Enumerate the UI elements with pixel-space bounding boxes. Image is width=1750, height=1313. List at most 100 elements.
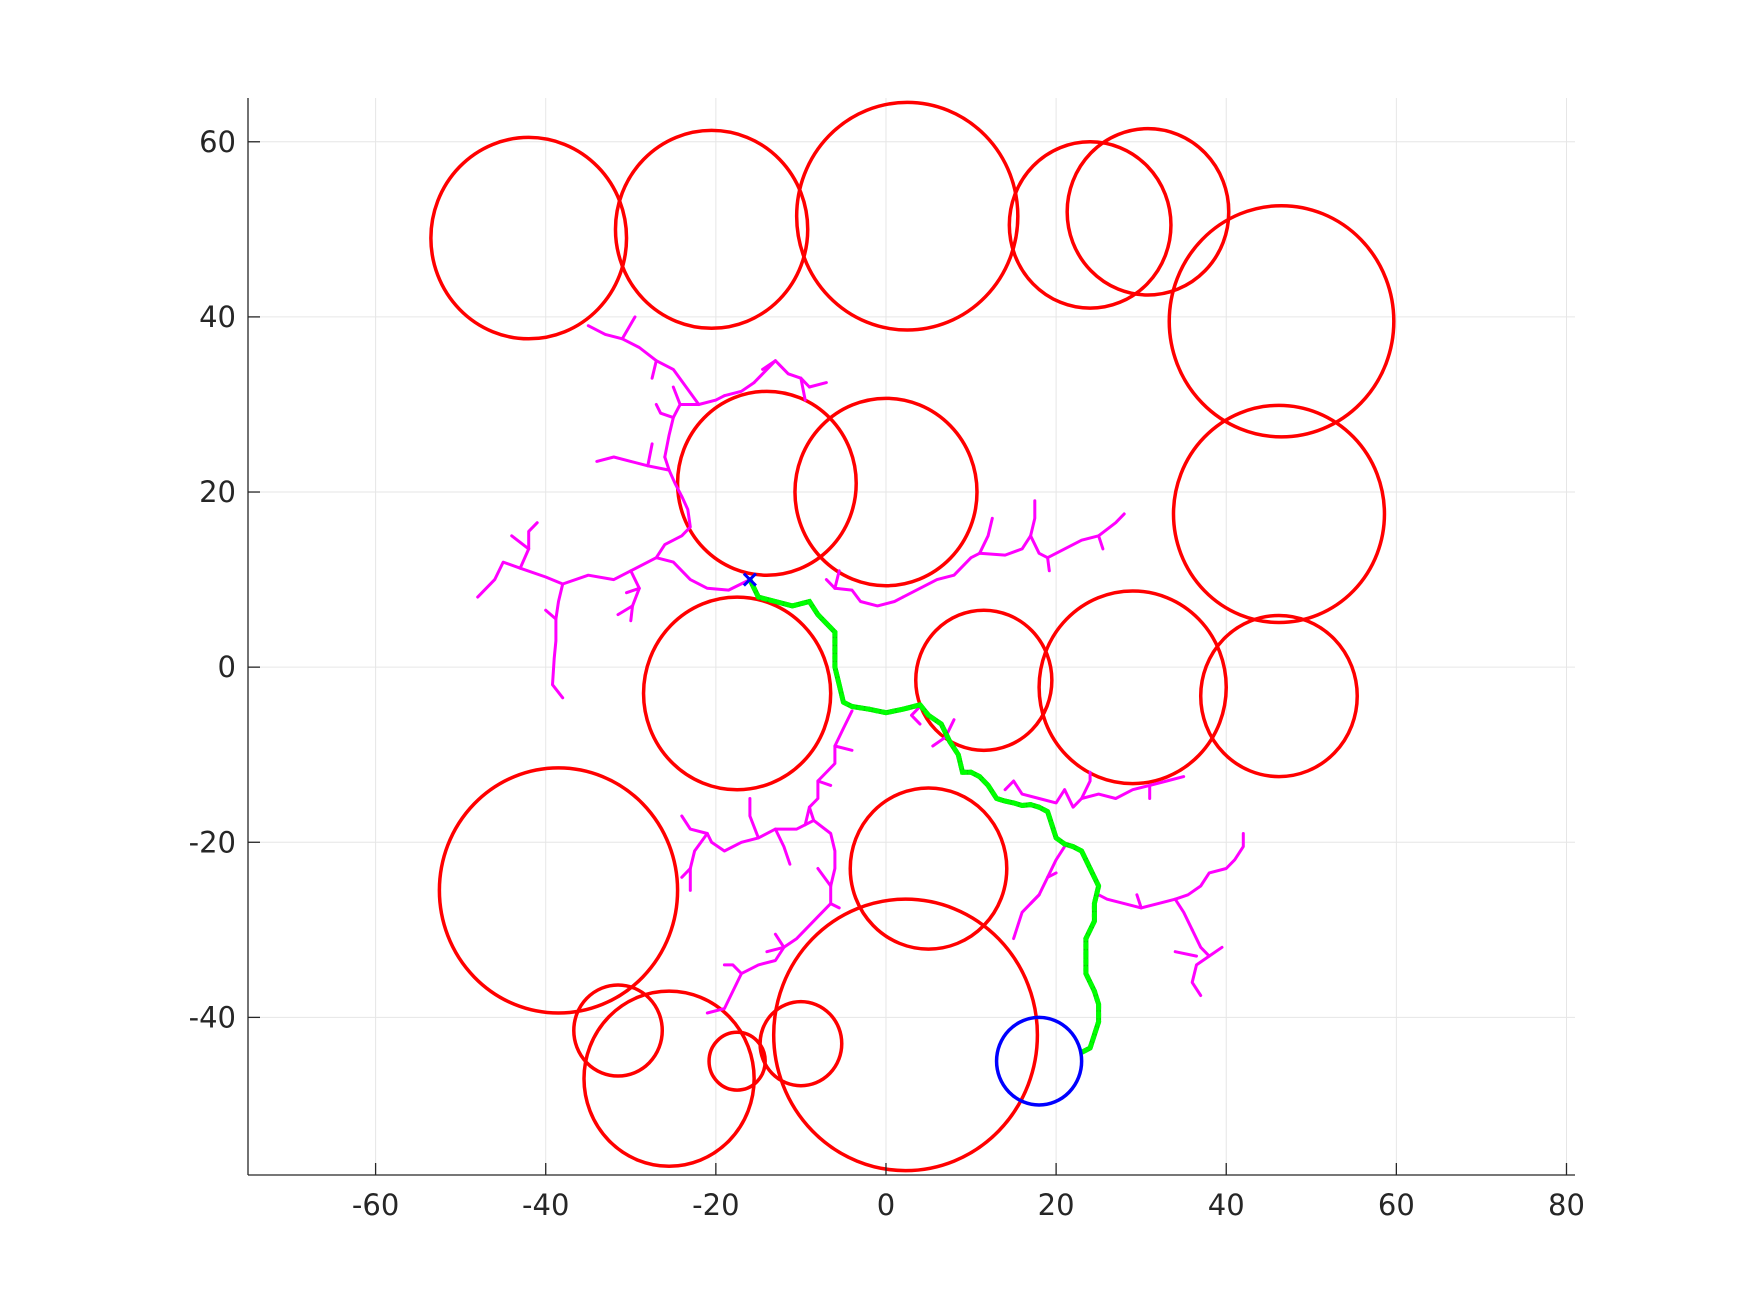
tree-branch — [586, 324, 701, 406]
path-node — [977, 774, 983, 780]
path-node — [994, 795, 1000, 801]
path-node — [1062, 841, 1068, 847]
tick-labels: -60 -40 -20 0 20 40 60 80 -40 -20 0 20 40 60 — [189, 125, 1585, 1222]
y-tick-label: 20 — [199, 475, 236, 509]
tree-branch — [978, 516, 994, 555]
path-node — [926, 712, 932, 718]
tree-branch — [654, 403, 675, 420]
tree-branch — [1063, 775, 1186, 809]
obstacle-circle — [1007, 140, 1173, 310]
tree-branch — [1190, 928, 1211, 997]
y-tick-label: 0 — [218, 650, 236, 684]
tree-branch — [1207, 945, 1224, 958]
tree-branch — [680, 814, 816, 853]
obstacle-circle — [437, 766, 680, 1015]
path-node — [1087, 866, 1093, 872]
tree-branch — [722, 963, 743, 976]
path-node — [1083, 936, 1089, 942]
markers — [742, 572, 1084, 1107]
path-node — [806, 598, 812, 604]
y-tick-label: 60 — [199, 125, 236, 159]
path-node — [960, 769, 966, 775]
path-node — [1045, 809, 1051, 815]
path-node — [1091, 918, 1097, 924]
tree-branch — [646, 442, 654, 468]
tree-branch — [544, 608, 558, 621]
path-node — [832, 647, 838, 653]
tree-branch — [1097, 893, 1177, 910]
axes — [247, 98, 1575, 1176]
obstacle-circle — [914, 608, 1054, 753]
x-tick-label: -20 — [692, 1188, 739, 1222]
path-node — [836, 682, 842, 688]
tree-branch — [1173, 897, 1194, 932]
obstacle-circle — [758, 999, 844, 1088]
tree-branch — [799, 376, 807, 402]
tree-branch — [765, 902, 833, 954]
tree-branch — [773, 932, 786, 949]
obstacle-circle — [1037, 589, 1228, 786]
obstacle-circle — [572, 983, 665, 1078]
tree-branch — [1135, 893, 1143, 910]
path-node — [955, 752, 961, 758]
path-node — [1002, 798, 1008, 804]
x-tick-label: 40 — [1208, 1188, 1245, 1222]
path-node — [917, 702, 923, 708]
path-node — [1091, 988, 1097, 994]
tree-branch — [1080, 770, 1092, 800]
y-tick-label: -40 — [189, 1000, 236, 1034]
path-node — [883, 710, 889, 716]
tree-branch — [773, 827, 792, 866]
tree-branch — [807, 805, 841, 910]
rrt-tree — [476, 315, 1245, 1015]
obstacles — [429, 100, 1396, 1173]
tree-branch — [705, 945, 786, 1015]
path-node — [815, 612, 821, 618]
x-tick-label: 0 — [877, 1188, 895, 1222]
y-tick-label: -20 — [189, 825, 236, 859]
path-node — [772, 598, 778, 604]
obstacle-circle — [429, 135, 629, 341]
path-node — [849, 704, 855, 710]
tree-branch — [680, 832, 709, 879]
path-node — [1011, 800, 1017, 806]
path-node — [823, 620, 829, 626]
path-node — [866, 706, 872, 712]
path-node — [755, 594, 761, 600]
path-node — [1096, 883, 1102, 889]
path-node — [947, 739, 953, 745]
obstacle-circle — [794, 100, 1020, 332]
tree-branch — [833, 744, 854, 752]
tree-branch — [833, 569, 841, 590]
obstacle-circle — [582, 989, 756, 1168]
tree-branch — [510, 534, 531, 551]
tree-branch — [616, 604, 634, 617]
path-node — [1049, 822, 1055, 828]
tree-branch — [1173, 832, 1245, 901]
tree-branch — [620, 315, 637, 341]
x-tick-label: -40 — [522, 1188, 569, 1222]
tree-branch — [629, 569, 641, 623]
obstacle-circle — [1198, 613, 1359, 779]
obstacle-circle — [793, 396, 979, 588]
x-tick-label: 20 — [1038, 1188, 1075, 1222]
tree-branch — [518, 521, 539, 570]
tree-branch — [761, 359, 777, 371]
path-node — [1019, 802, 1025, 808]
path-node — [1070, 844, 1076, 850]
path-node — [1083, 953, 1089, 959]
path-node — [789, 603, 795, 609]
path-node — [1083, 971, 1089, 977]
path-node — [840, 699, 846, 705]
tree-branch — [807, 381, 828, 389]
tree-branch — [1046, 556, 1051, 573]
tree-branch — [595, 455, 671, 472]
tree-branch — [650, 359, 658, 380]
start-marker — [742, 572, 757, 587]
obstacle-circle — [675, 389, 858, 577]
tree-branch — [654, 455, 692, 560]
obstacle-circle — [707, 1030, 767, 1092]
obstacle-circle — [1167, 203, 1396, 439]
obstacle-circle — [771, 897, 1040, 1173]
